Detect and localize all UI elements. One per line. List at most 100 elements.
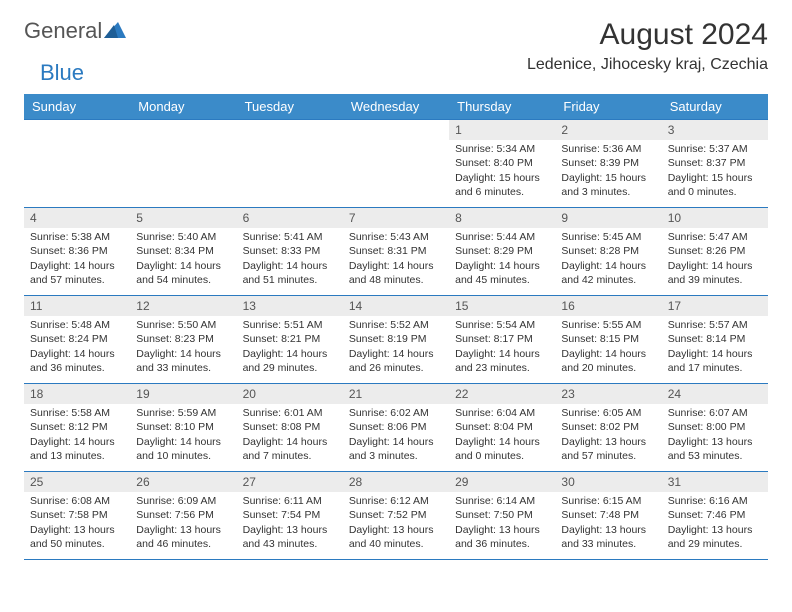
calendar-cell: 12Sunrise: 5:50 AMSunset: 8:23 PMDayligh… bbox=[130, 296, 236, 384]
calendar-cell: 4Sunrise: 5:38 AMSunset: 8:36 PMDaylight… bbox=[24, 208, 130, 296]
day-details: Sunrise: 6:02 AMSunset: 8:06 PMDaylight:… bbox=[343, 404, 449, 467]
calendar-cell: 20Sunrise: 6:01 AMSunset: 8:08 PMDayligh… bbox=[237, 384, 343, 472]
day-details: Sunrise: 6:08 AMSunset: 7:58 PMDaylight:… bbox=[24, 492, 130, 555]
day-number: 4 bbox=[24, 208, 130, 228]
calendar-cell: 18Sunrise: 5:58 AMSunset: 8:12 PMDayligh… bbox=[24, 384, 130, 472]
calendar-cell: 29Sunrise: 6:14 AMSunset: 7:50 PMDayligh… bbox=[449, 472, 555, 560]
day-number: 13 bbox=[237, 296, 343, 316]
calendar-cell: 15Sunrise: 5:54 AMSunset: 8:17 PMDayligh… bbox=[449, 296, 555, 384]
day-number: 15 bbox=[449, 296, 555, 316]
calendar-cell: 21Sunrise: 6:02 AMSunset: 8:06 PMDayligh… bbox=[343, 384, 449, 472]
weekday-header: Tuesday bbox=[237, 94, 343, 120]
weekday-header: Thursday bbox=[449, 94, 555, 120]
day-details: Sunrise: 6:09 AMSunset: 7:56 PMDaylight:… bbox=[130, 492, 236, 555]
calendar-cell: 14Sunrise: 5:52 AMSunset: 8:19 PMDayligh… bbox=[343, 296, 449, 384]
day-details: Sunrise: 5:43 AMSunset: 8:31 PMDaylight:… bbox=[343, 228, 449, 291]
calendar-cell: 1Sunrise: 5:34 AMSunset: 8:40 PMDaylight… bbox=[449, 120, 555, 208]
day-number: 17 bbox=[662, 296, 768, 316]
day-details: Sunrise: 5:57 AMSunset: 8:14 PMDaylight:… bbox=[662, 316, 768, 379]
day-details: Sunrise: 5:48 AMSunset: 8:24 PMDaylight:… bbox=[24, 316, 130, 379]
calendar-cell bbox=[24, 120, 130, 208]
calendar-cell: 16Sunrise: 5:55 AMSunset: 8:15 PMDayligh… bbox=[555, 296, 661, 384]
day-number: 16 bbox=[555, 296, 661, 316]
day-details: Sunrise: 6:07 AMSunset: 8:00 PMDaylight:… bbox=[662, 404, 768, 467]
day-number: 23 bbox=[555, 384, 661, 404]
day-details: Sunrise: 6:12 AMSunset: 7:52 PMDaylight:… bbox=[343, 492, 449, 555]
weekday-header: Sunday bbox=[24, 94, 130, 120]
logo-text-general: General bbox=[24, 18, 102, 44]
day-details: Sunrise: 5:45 AMSunset: 8:28 PMDaylight:… bbox=[555, 228, 661, 291]
calendar-cell: 9Sunrise: 5:45 AMSunset: 8:28 PMDaylight… bbox=[555, 208, 661, 296]
day-number: 30 bbox=[555, 472, 661, 492]
day-details: Sunrise: 5:50 AMSunset: 8:23 PMDaylight:… bbox=[130, 316, 236, 379]
calendar-cell: 30Sunrise: 6:15 AMSunset: 7:48 PMDayligh… bbox=[555, 472, 661, 560]
day-details: Sunrise: 6:16 AMSunset: 7:46 PMDaylight:… bbox=[662, 492, 768, 555]
weekday-header: Wednesday bbox=[343, 94, 449, 120]
day-number: 18 bbox=[24, 384, 130, 404]
day-details: Sunrise: 6:15 AMSunset: 7:48 PMDaylight:… bbox=[555, 492, 661, 555]
day-number: 28 bbox=[343, 472, 449, 492]
logo: General bbox=[24, 18, 126, 44]
day-number: 29 bbox=[449, 472, 555, 492]
calendar-cell: 8Sunrise: 5:44 AMSunset: 8:29 PMDaylight… bbox=[449, 208, 555, 296]
day-details: Sunrise: 5:55 AMSunset: 8:15 PMDaylight:… bbox=[555, 316, 661, 379]
day-details: Sunrise: 6:11 AMSunset: 7:54 PMDaylight:… bbox=[237, 492, 343, 555]
calendar-cell: 7Sunrise: 5:43 AMSunset: 8:31 PMDaylight… bbox=[343, 208, 449, 296]
location-text: Ledenice, Jihocesky kraj, Czechia bbox=[527, 56, 768, 74]
calendar-cell: 27Sunrise: 6:11 AMSunset: 7:54 PMDayligh… bbox=[237, 472, 343, 560]
calendar-cell: 23Sunrise: 6:05 AMSunset: 8:02 PMDayligh… bbox=[555, 384, 661, 472]
day-details: Sunrise: 5:36 AMSunset: 8:39 PMDaylight:… bbox=[555, 140, 661, 203]
calendar-cell: 19Sunrise: 5:59 AMSunset: 8:10 PMDayligh… bbox=[130, 384, 236, 472]
calendar-cell: 3Sunrise: 5:37 AMSunset: 8:37 PMDaylight… bbox=[662, 120, 768, 208]
day-number: 1 bbox=[449, 120, 555, 140]
day-number: 20 bbox=[237, 384, 343, 404]
calendar-cell: 22Sunrise: 6:04 AMSunset: 8:04 PMDayligh… bbox=[449, 384, 555, 472]
day-number: 7 bbox=[343, 208, 449, 228]
calendar-cell: 5Sunrise: 5:40 AMSunset: 8:34 PMDaylight… bbox=[130, 208, 236, 296]
month-title: August 2024 bbox=[527, 18, 768, 52]
calendar-cell: 11Sunrise: 5:48 AMSunset: 8:24 PMDayligh… bbox=[24, 296, 130, 384]
day-number: 12 bbox=[130, 296, 236, 316]
calendar-cell: 24Sunrise: 6:07 AMSunset: 8:00 PMDayligh… bbox=[662, 384, 768, 472]
day-number: 26 bbox=[130, 472, 236, 492]
day-number: 25 bbox=[24, 472, 130, 492]
calendar-cell: 28Sunrise: 6:12 AMSunset: 7:52 PMDayligh… bbox=[343, 472, 449, 560]
calendar-cell: 6Sunrise: 5:41 AMSunset: 8:33 PMDaylight… bbox=[237, 208, 343, 296]
calendar-cell: 13Sunrise: 5:51 AMSunset: 8:21 PMDayligh… bbox=[237, 296, 343, 384]
calendar-cell: 2Sunrise: 5:36 AMSunset: 8:39 PMDaylight… bbox=[555, 120, 661, 208]
day-number: 2 bbox=[555, 120, 661, 140]
calendar-header-row: SundayMondayTuesdayWednesdayThursdayFrid… bbox=[24, 94, 768, 120]
day-details: Sunrise: 6:05 AMSunset: 8:02 PMDaylight:… bbox=[555, 404, 661, 467]
logo-text-blue: Blue bbox=[40, 60, 84, 85]
calendar-cell: 10Sunrise: 5:47 AMSunset: 8:26 PMDayligh… bbox=[662, 208, 768, 296]
weekday-header: Saturday bbox=[662, 94, 768, 120]
calendar-cell: 17Sunrise: 5:57 AMSunset: 8:14 PMDayligh… bbox=[662, 296, 768, 384]
calendar-table: SundayMondayTuesdayWednesdayThursdayFrid… bbox=[24, 94, 768, 560]
day-details: Sunrise: 5:40 AMSunset: 8:34 PMDaylight:… bbox=[130, 228, 236, 291]
day-details: Sunrise: 6:14 AMSunset: 7:50 PMDaylight:… bbox=[449, 492, 555, 555]
title-block: August 2024 Ledenice, Jihocesky kraj, Cz… bbox=[527, 18, 768, 74]
calendar-cell: 31Sunrise: 6:16 AMSunset: 7:46 PMDayligh… bbox=[662, 472, 768, 560]
day-number: 31 bbox=[662, 472, 768, 492]
calendar-body: 1Sunrise: 5:34 AMSunset: 8:40 PMDaylight… bbox=[24, 120, 768, 560]
day-number: 9 bbox=[555, 208, 661, 228]
day-details: Sunrise: 5:34 AMSunset: 8:40 PMDaylight:… bbox=[449, 140, 555, 203]
day-details: Sunrise: 5:37 AMSunset: 8:37 PMDaylight:… bbox=[662, 140, 768, 203]
day-details: Sunrise: 5:44 AMSunset: 8:29 PMDaylight:… bbox=[449, 228, 555, 291]
day-details: Sunrise: 5:38 AMSunset: 8:36 PMDaylight:… bbox=[24, 228, 130, 291]
logo-triangle-icon bbox=[104, 20, 126, 43]
day-details: Sunrise: 5:58 AMSunset: 8:12 PMDaylight:… bbox=[24, 404, 130, 467]
calendar-cell bbox=[130, 120, 236, 208]
weekday-header: Friday bbox=[555, 94, 661, 120]
day-details: Sunrise: 5:59 AMSunset: 8:10 PMDaylight:… bbox=[130, 404, 236, 467]
day-details: Sunrise: 5:41 AMSunset: 8:33 PMDaylight:… bbox=[237, 228, 343, 291]
day-number: 22 bbox=[449, 384, 555, 404]
day-details: Sunrise: 5:52 AMSunset: 8:19 PMDaylight:… bbox=[343, 316, 449, 379]
calendar-cell bbox=[343, 120, 449, 208]
day-number: 8 bbox=[449, 208, 555, 228]
day-number: 6 bbox=[237, 208, 343, 228]
calendar-cell: 25Sunrise: 6:08 AMSunset: 7:58 PMDayligh… bbox=[24, 472, 130, 560]
calendar-cell bbox=[237, 120, 343, 208]
day-number: 3 bbox=[662, 120, 768, 140]
weekday-header: Monday bbox=[130, 94, 236, 120]
